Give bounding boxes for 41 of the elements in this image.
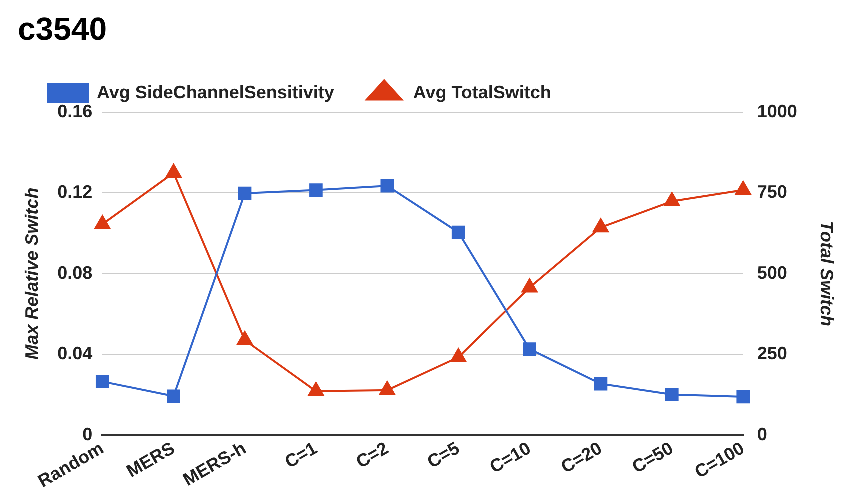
point (450, 348, 467, 362)
point (308, 382, 324, 396)
point (736, 390, 750, 404)
y2-axis-title: Total Switch (817, 221, 838, 327)
y2-tick-label: 750 (757, 182, 788, 202)
point (237, 331, 253, 346)
x-tick-label: C=10 (486, 438, 534, 478)
point (523, 342, 536, 356)
x-tick-label: C=20 (558, 438, 606, 478)
point (735, 181, 752, 196)
point (666, 388, 679, 402)
point (380, 179, 394, 193)
point (96, 375, 110, 388)
y-tick-label: 0.12 (58, 182, 93, 202)
x-tick-label: C=50 (628, 438, 677, 478)
y-tick-label: 0 (82, 424, 93, 444)
point (238, 186, 252, 200)
point (379, 381, 396, 396)
point (167, 390, 180, 403)
point (166, 164, 182, 178)
point (664, 192, 680, 207)
y2-tick-label: 1000 (757, 101, 798, 122)
point (452, 226, 466, 240)
x-tick-label: C=1 (282, 438, 321, 472)
y-tick-label: 0.08 (58, 262, 93, 283)
x-tick-label: C=5 (424, 438, 464, 472)
point (310, 184, 323, 197)
y2-tick-label: 500 (757, 262, 788, 283)
y-tick-label: 0.16 (58, 101, 93, 122)
legend-label: Avg SideChannelSensitivity (97, 82, 334, 102)
chart-title: c3540 (18, 11, 107, 48)
point (594, 377, 608, 391)
y2-tick-label: 250 (757, 344, 788, 364)
y-tick-label: 0.04 (58, 344, 93, 364)
y2-tick-label: 0 (757, 424, 768, 444)
point (522, 278, 538, 293)
point (94, 215, 111, 230)
legend-label: Avg TotalSwitch (413, 82, 552, 102)
x-tick-label: C=2 (352, 438, 392, 472)
y-axis-title: Max Relative Switch (22, 188, 42, 360)
point (593, 218, 609, 233)
